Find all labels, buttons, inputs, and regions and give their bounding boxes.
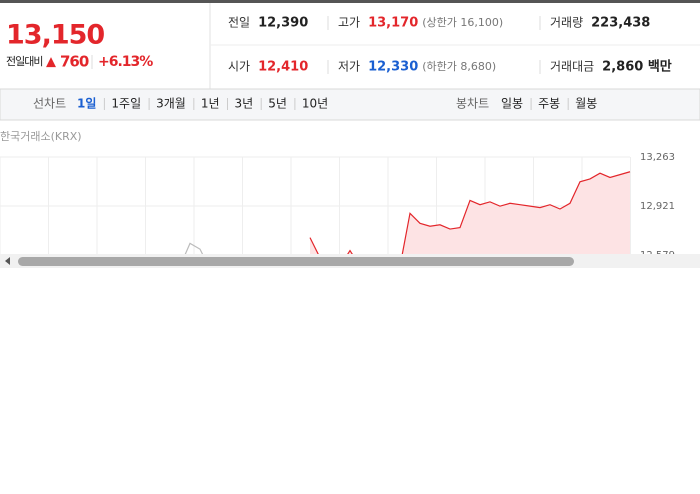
tab-bar	[0, 88, 700, 121]
stat-label: 고가	[338, 16, 360, 30]
tab[interactable]: 일봉	[501, 97, 523, 111]
tab[interactable]: 월봉	[575, 97, 597, 111]
stat-note: (하한가 8,680)	[422, 59, 496, 73]
stat-label: 저가	[338, 60, 360, 74]
plot: 13,263 12,921 12,579	[0, 152, 675, 261]
tab[interactable]: 10년	[302, 97, 328, 111]
area	[310, 171, 630, 254]
y-tick-label: 12,579	[640, 250, 675, 261]
stat-value: 12,390	[258, 16, 308, 31]
top-border	[0, 0, 700, 3]
y-tick-label: 12,921	[640, 201, 675, 212]
stat-value: 12,410	[258, 60, 308, 75]
stat-label: 거래량	[550, 16, 583, 30]
tab-group-label: 선차트	[33, 97, 66, 111]
tab[interactable]: 5년	[268, 97, 287, 111]
change-rate: +6.13%	[98, 54, 153, 70]
tab[interactable]: 1년	[201, 97, 220, 111]
scroll-thumb[interactable]	[18, 257, 574, 266]
stat-value: 223,438	[591, 16, 650, 31]
change-label: 전일대비	[6, 54, 42, 68]
tab-group-label: 봉차트	[456, 97, 489, 111]
y-tick-label: 13,263	[640, 152, 675, 163]
line	[184, 242, 204, 254]
stat-label: 시가	[228, 60, 250, 74]
scroll-left[interactable]	[5, 257, 10, 265]
price: 13,150	[6, 20, 104, 51]
source: 한국거래소(KRX)	[0, 130, 82, 143]
line	[309, 171, 631, 254]
stat-note: (상한가 16,100)	[422, 16, 503, 29]
change: 760	[60, 53, 89, 71]
tab[interactable]: 3개월	[156, 97, 186, 111]
stat-label: 거래대금	[550, 60, 594, 74]
tab[interactable]: 1주일	[111, 97, 141, 111]
stat-label: 전일	[228, 16, 250, 30]
tab[interactable]: 3년	[235, 97, 254, 111]
stat-value: 12,330	[368, 60, 418, 75]
stat-value: 13,170	[368, 16, 418, 31]
tab[interactable]: 주봉	[538, 97, 560, 111]
up-arrow: ▲	[46, 55, 56, 70]
stat-value: 2,860 백만	[602, 59, 672, 75]
tab[interactable]: 1일	[77, 97, 96, 111]
